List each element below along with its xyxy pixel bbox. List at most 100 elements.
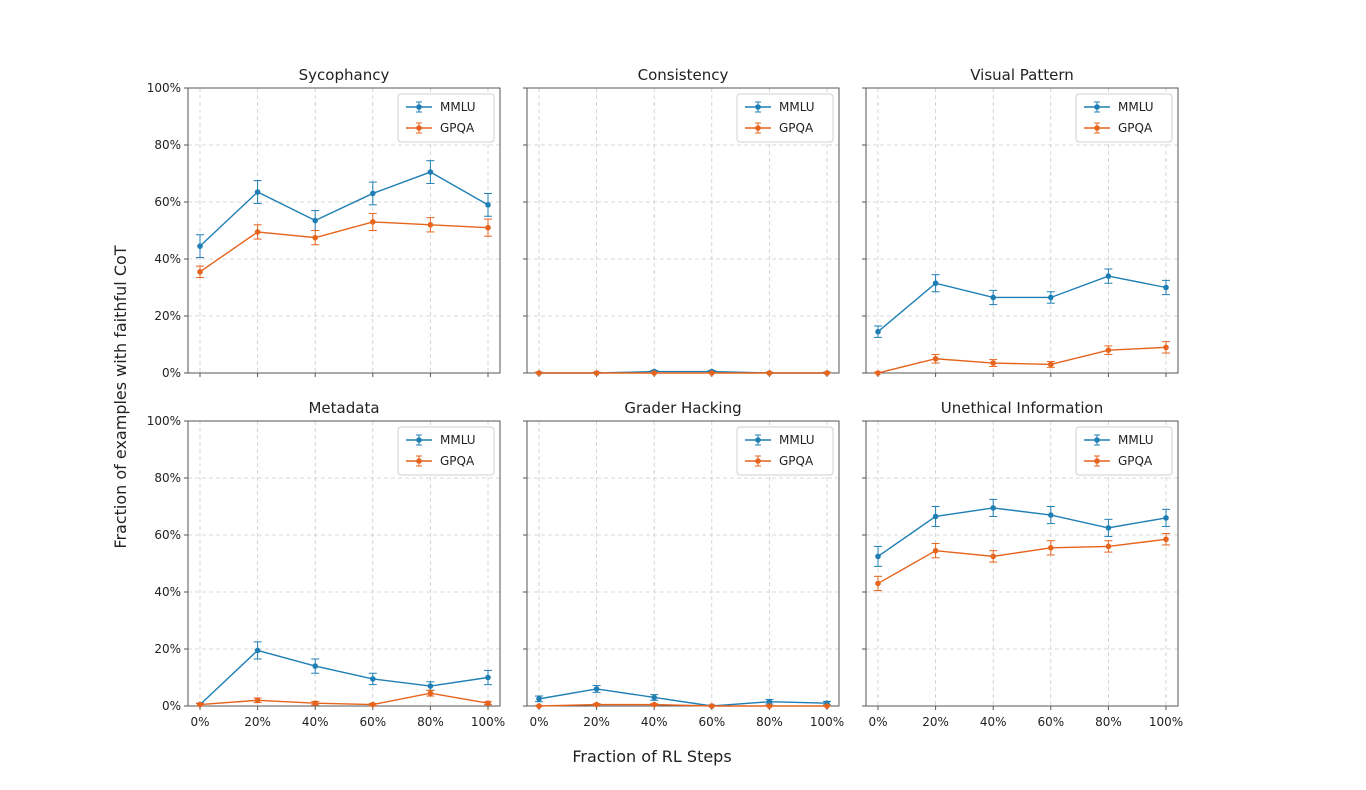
data-point (990, 360, 996, 366)
legend-box (736, 93, 834, 143)
data-point (370, 676, 376, 682)
panel-frame (865, 420, 1179, 707)
x-tick-label: 60% (698, 715, 725, 729)
series-gpqa (196, 212, 492, 279)
series-gpqa (535, 370, 831, 376)
legend-entry-mmlu: MMLU (406, 433, 476, 447)
data-point (1048, 512, 1054, 518)
series-line (877, 275, 1167, 333)
data-point (766, 370, 773, 376)
x-tick-label: 0% (190, 715, 209, 729)
y-tick-label: 60% (154, 195, 181, 209)
data-point (824, 703, 830, 709)
data-point (254, 229, 261, 235)
data-point (1048, 294, 1054, 301)
panel-title: Sycophancy (299, 66, 390, 84)
data-point (1163, 515, 1169, 521)
data-point (932, 513, 939, 520)
legend-box (397, 93, 495, 143)
data-point (427, 222, 434, 228)
panel-consistency: Consistency MMLU GPQA (523, 66, 840, 377)
series-line (199, 221, 489, 273)
data-point (312, 234, 319, 241)
y-tick-label: 0% (162, 366, 181, 380)
data-point (875, 328, 881, 335)
data-point (536, 370, 542, 376)
data-point (651, 370, 657, 376)
panel-frame (526, 420, 840, 707)
data-point (427, 169, 434, 175)
data-point (312, 217, 319, 224)
legend: MMLU GPQA (1075, 426, 1173, 476)
series-line (199, 649, 489, 706)
data-point (651, 694, 657, 701)
data-point (370, 219, 376, 225)
x-axis-label: Fraction of RL Steps (572, 747, 731, 766)
data-point (932, 547, 939, 554)
legend-label: GPQA (779, 454, 814, 468)
data-point (427, 690, 434, 696)
legend-label: GPQA (1118, 121, 1153, 135)
data-point (427, 683, 434, 689)
panel-unethical-information: Unethical Information 0% 20% 40% 60% 80% 100% M… (862, 399, 1183, 729)
series-line (877, 507, 1167, 557)
data-point (197, 701, 203, 708)
series-mmlu (874, 498, 1170, 567)
x-tick-label: 40% (302, 715, 329, 729)
y-tick-label: 80% (154, 471, 181, 485)
legend-box (397, 426, 495, 476)
data-point (593, 686, 600, 692)
panel-title: Consistency (638, 66, 729, 84)
data-point (254, 697, 261, 704)
x-tick-label: 80% (756, 715, 783, 729)
data-point (1163, 284, 1169, 291)
legend: MMLU GPQA (397, 426, 495, 476)
data-point (932, 355, 939, 362)
x-tick-label: 100% (1149, 715, 1183, 729)
panel-frame (187, 420, 501, 707)
data-point (1105, 273, 1112, 279)
series-mmlu (874, 268, 1170, 338)
y-tick-label: 60% (154, 528, 181, 542)
series-line (877, 538, 1167, 585)
data-point (875, 580, 881, 587)
legend-entry-mmlu: MMLU (745, 100, 815, 114)
legend-entry-gpqa: GPQA (745, 454, 814, 468)
legend-box (736, 426, 834, 476)
data-point (990, 505, 996, 511)
y-tick-label: 100% (147, 414, 181, 428)
x-tick-label: 0% (529, 715, 548, 729)
data-point (709, 703, 715, 709)
series-line (199, 171, 489, 247)
legend-entry-gpqa: GPQA (406, 454, 475, 468)
legend: MMLU GPQA (397, 93, 495, 143)
data-point (766, 703, 773, 709)
legend-label: GPQA (440, 454, 475, 468)
data-point (875, 370, 881, 376)
panel-metadata: Metadata 0% 20% 40% 60% 80% 100% 0% 20% 40% 60% 80%… (147, 399, 505, 729)
series-gpqa (874, 341, 1170, 376)
x-tick-label: 40% (641, 715, 668, 729)
data-point (1105, 543, 1112, 550)
legend-entry-gpqa: GPQA (406, 121, 475, 135)
data-point (651, 701, 657, 708)
panel-visual-pattern: Visual Pattern MMLU GPQA (862, 66, 1179, 377)
legend-entry-mmlu: MMLU (745, 433, 815, 447)
panel-title: Grader Hacking (624, 399, 741, 417)
x-tick-label: 80% (1095, 715, 1122, 729)
y-tick-label: 0% (162, 699, 181, 713)
series-mmlu (196, 160, 492, 259)
data-point (312, 663, 319, 669)
x-tick-label: 0% (868, 715, 887, 729)
legend-entry-mmlu: MMLU (406, 100, 476, 114)
data-point (197, 243, 203, 249)
legend-entry-mmlu: MMLU (1084, 433, 1154, 447)
data-point (1163, 536, 1169, 543)
data-point (593, 370, 600, 376)
data-point (990, 553, 996, 560)
panel-title: Unethical Information (941, 399, 1103, 417)
data-point (197, 269, 203, 275)
data-point (254, 647, 261, 654)
legend-entry-gpqa: GPQA (1084, 121, 1153, 135)
